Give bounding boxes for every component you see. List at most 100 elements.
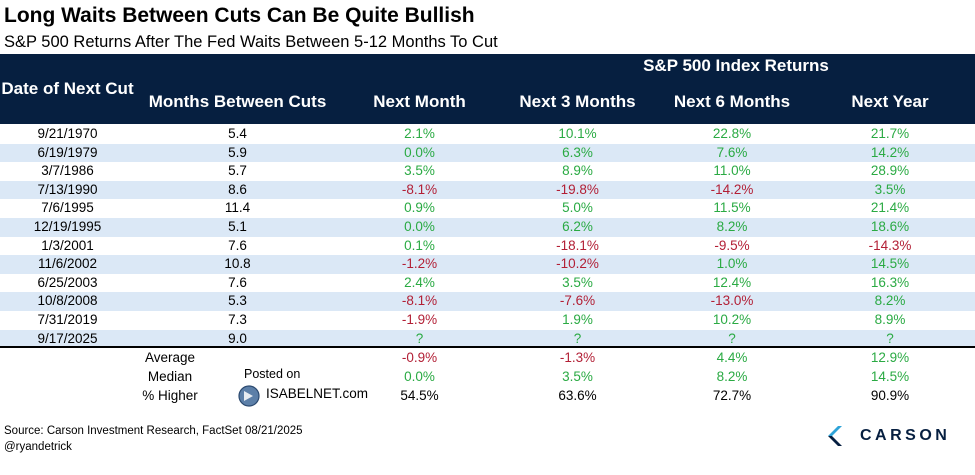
cell-next-6-months: 4.4% [716, 350, 748, 365]
cell-months: 5.9 [228, 144, 247, 160]
cell-next-month: -1.9% [401, 311, 438, 327]
cell-months: 5.7 [228, 163, 247, 179]
cell-next-year: 14.5% [870, 369, 910, 384]
cell-next-year: 21.7% [870, 126, 910, 141]
cell-next-month: 2.1% [404, 126, 435, 141]
header-next-month: Next Month [373, 92, 466, 111]
cell-months: 5.4 [228, 126, 247, 141]
cell-next-year: 21.4% [870, 200, 910, 216]
cell-date: 1/3/2001 [41, 237, 94, 253]
cell-date: 6/25/2003 [37, 274, 98, 290]
cell-next-year: 14.5% [870, 256, 910, 272]
cell-months: 9.0 [228, 330, 247, 346]
table-row: 9/21/1970 5.4 2.1% 10.1% 22.8% 21.7% [0, 125, 975, 144]
cell-next-year: 14.2% [870, 144, 910, 160]
header-next-3-months: Next 3 Months [519, 92, 636, 111]
cell-next-month: -8.1% [401, 181, 438, 197]
cell-months: 5.3 [228, 293, 247, 309]
cell-next-3-months: -1.3% [559, 350, 596, 365]
cell-months: 7.3 [228, 311, 247, 327]
summary-divider [0, 346, 975, 348]
cell-next-month: 0.0% [404, 218, 435, 234]
table-row: 7/6/1995 11.4 0.9% 5.0% 11.5% 21.4% [0, 199, 975, 218]
source-note: Source: Carson Investment Research, Fact… [4, 425, 303, 437]
table-row: 10/8/2008 5.3 -8.1% -7.6% -13.0% 8.2% [0, 292, 975, 311]
cell-next-3-months: -10.2% [556, 256, 599, 272]
cell-date: 6/19/1979 [37, 144, 98, 160]
author-handle: @ryandetrick [4, 441, 72, 453]
cell-months: 7.6 [228, 237, 247, 253]
cell-next-3-months: -19.8% [556, 181, 599, 197]
table-row: 7/31/2019 7.3 -1.9% 1.9% 10.2% 8.9% [0, 311, 975, 330]
cell-months: 10.8 [224, 256, 251, 272]
cell-months: 5.1 [228, 218, 247, 234]
table-row: 6/19/1979 5.9 0.0% 6.3% 7.6% 14.2% [0, 143, 975, 163]
cell-next-month: -8.1% [401, 293, 438, 309]
summary-row: Median 0.0% 3.5% 8.2% 14.5% [0, 367, 975, 386]
table-row: 1/3/2001 7.6 0.1% -18.1% -9.5% -14.3% [0, 237, 975, 256]
cell-months: 11.4 [224, 200, 251, 216]
cell-next-month: -0.9% [401, 350, 438, 365]
carson-logo [828, 426, 842, 446]
cell-date: 7/13/1990 [37, 181, 98, 197]
header-months: Months Between Cuts [148, 92, 327, 111]
summary-label: Average [144, 350, 196, 365]
summary-row: % Higher 54.5% 63.6% 72.7% 90.9% [0, 386, 975, 405]
cell-next-month: -1.2% [401, 256, 438, 272]
table-body: 9/21/1970 5.4 2.1% 10.1% 22.8% 21.7% 6/19/1979… [0, 125, 975, 349]
cell-next-3-months: -7.6% [559, 293, 596, 309]
cell-date: 12/19/1995 [33, 218, 102, 234]
cell-next-year: 3.5% [874, 181, 906, 197]
cell-next-year: ? [886, 330, 894, 346]
cell-next-3-months: 63.6% [558, 388, 597, 403]
cell-next-month: ? [415, 330, 424, 346]
cell-next-6-months: -13.0% [710, 293, 754, 309]
table-row: 7/13/1990 8.6 -8.1% -19.8% -14.2% 3.5% [0, 180, 975, 200]
cell-next-year: 16.3% [870, 274, 910, 290]
cell-next-year: -14.3% [868, 237, 912, 253]
summary-rows: Average -0.9% -1.3% 4.4% 12.9% Median 0.0% 3.5%… [0, 348, 975, 405]
cell-next-6-months: 8.2% [716, 218, 748, 234]
globe-icon [238, 385, 260, 407]
cell-next-3-months: 10.1% [558, 126, 597, 141]
cell-months: 8.6 [228, 181, 247, 197]
cell-next-6-months: 8.2% [716, 369, 748, 384]
table-row: 9/17/2025 9.0???? [0, 329, 975, 349]
group-header: S&P 500 Index Returns [643, 56, 829, 75]
cell-next-year: 8.9% [874, 311, 906, 327]
watermark-site: ISABELNET.com [266, 386, 369, 401]
cell-next-6-months: 11.5% [713, 200, 751, 216]
summary-label: % Higher [142, 388, 198, 403]
cell-next-3-months: 5.0% [562, 200, 593, 216]
cell-date: 7/6/1995 [41, 200, 94, 216]
cell-next-3-months: 3.5% [562, 369, 593, 384]
cell-date: 9/17/2025 [37, 330, 98, 346]
cell-next-6-months: -9.5% [714, 237, 750, 253]
cell-date: 7/31/2019 [37, 311, 98, 327]
cell-next-3-months: 6.2% [562, 218, 593, 234]
cell-next-6-months: ? [728, 330, 736, 346]
table-header: S&P 500 Index Returns Date of Next Cut M… [0, 54, 975, 124]
cell-next-6-months: 72.7% [712, 388, 752, 403]
cell-next-year: 18.6% [870, 218, 910, 234]
cell-next-3-months: 1.9% [562, 311, 593, 327]
header-date: Date of Next Cut [1, 79, 134, 98]
cell-next-year: 8.2% [874, 293, 906, 309]
cell-next-3-months: 3.5% [562, 274, 593, 290]
table-row: 6/25/2003 7.6 2.4% 3.5% 12.4% 16.3% [0, 274, 975, 293]
cell-next-month: 54.5% [400, 388, 439, 403]
cell-next-year: 90.9% [870, 388, 910, 403]
header-next-year: Next Year [851, 92, 929, 111]
table-row: 12/19/1995 5.1 0.0% 6.2% 8.2% 18.6% [0, 217, 975, 237]
cell-next-month: 3.5% [404, 163, 435, 179]
cell-next-6-months: -14.2% [710, 181, 754, 197]
header-next-6-months: Next 6 Months [673, 92, 791, 111]
cell-next-6-months: 7.6% [716, 144, 748, 160]
cell-next-6-months: 12.4% [712, 274, 752, 290]
cell-next-3-months: 8.9% [562, 163, 593, 179]
cell-date: 11/6/2002 [37, 256, 98, 272]
table-row: 3/7/1986 5.7 3.5% 8.9% 11.0% 28.9% [0, 162, 975, 181]
table-row: 11/6/2002 10.8 -1.2% -10.2% 1.0% 14.5% [0, 255, 975, 274]
cell-next-year: 28.9% [870, 163, 910, 179]
cell-date: 10/8/2008 [37, 293, 98, 309]
